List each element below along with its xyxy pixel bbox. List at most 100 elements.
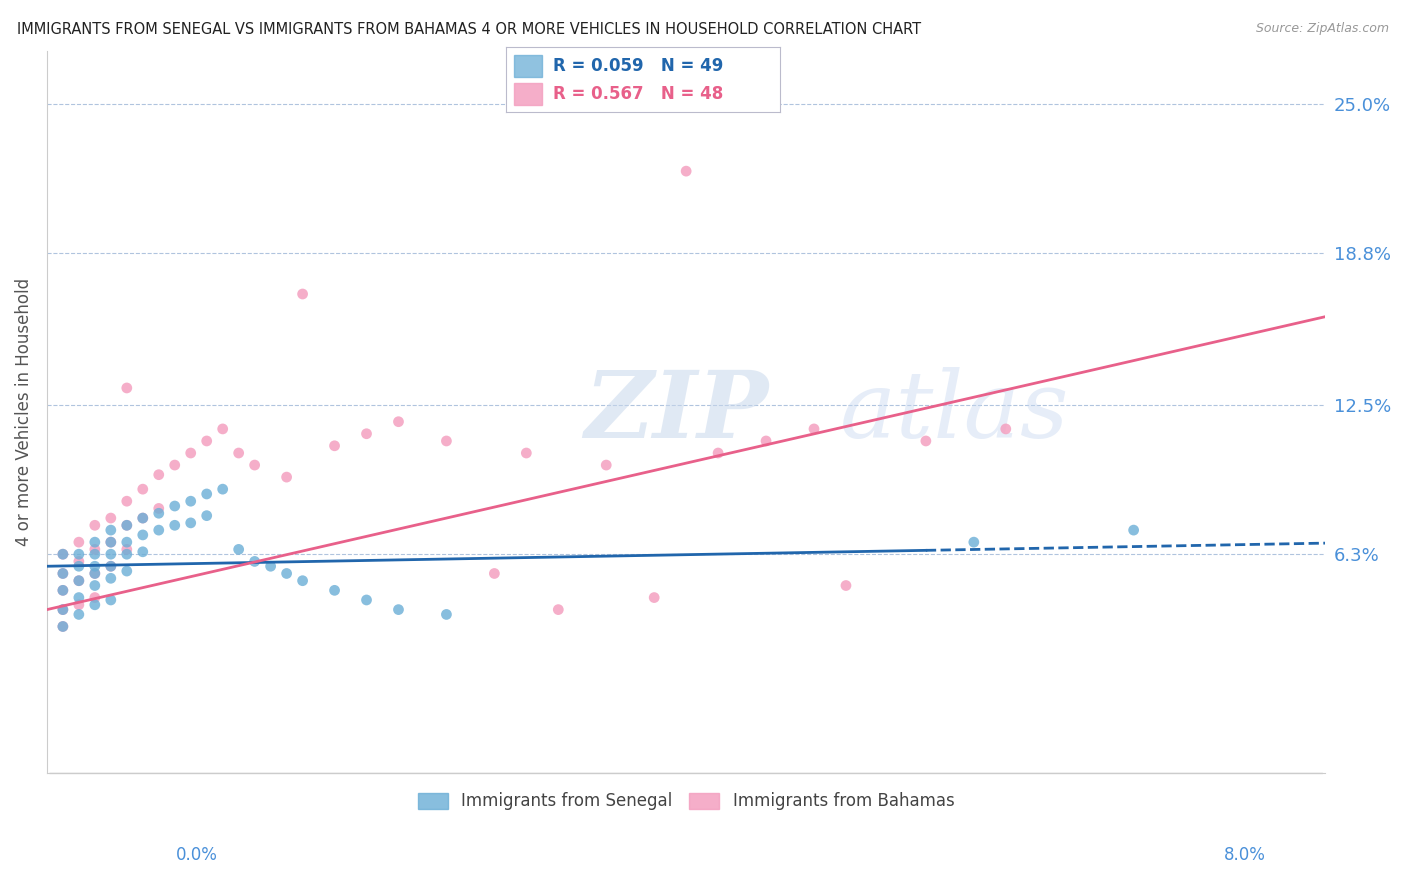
Point	[323, 583, 346, 598]
Point	[115, 535, 138, 549]
Point	[291, 287, 314, 301]
Point	[180, 516, 202, 530]
Point	[132, 482, 155, 496]
Point	[259, 559, 281, 574]
Point	[115, 518, 138, 533]
Point	[803, 422, 825, 436]
Point	[163, 518, 186, 533]
Point	[67, 607, 90, 622]
Text: IMMIGRANTS FROM SENEGAL VS IMMIGRANTS FROM BAHAMAS 4 OR MORE VEHICLES IN HOUSEHO: IMMIGRANTS FROM SENEGAL VS IMMIGRANTS FR…	[17, 22, 921, 37]
Point	[83, 578, 105, 592]
Point	[100, 559, 122, 574]
Point	[1122, 523, 1144, 537]
Point	[67, 554, 90, 568]
Point	[148, 467, 170, 482]
Y-axis label: 4 or more Vehicles in Household: 4 or more Vehicles in Household	[15, 278, 32, 546]
Point	[195, 487, 218, 501]
Point	[755, 434, 778, 448]
Point	[180, 446, 202, 460]
Point	[148, 506, 170, 520]
Point	[436, 607, 458, 622]
Point	[100, 535, 122, 549]
Point	[83, 542, 105, 557]
Point	[132, 511, 155, 525]
Point	[83, 559, 105, 574]
Point	[52, 566, 75, 581]
Text: 0.0%: 0.0%	[176, 846, 218, 863]
Text: 8.0%: 8.0%	[1223, 846, 1265, 863]
Point	[387, 602, 409, 616]
Point	[52, 619, 75, 633]
Point	[83, 566, 105, 581]
Point	[835, 578, 858, 592]
Point	[132, 528, 155, 542]
Point	[148, 501, 170, 516]
Point	[387, 415, 409, 429]
Point	[67, 598, 90, 612]
Point	[228, 446, 250, 460]
Point	[276, 566, 298, 581]
Point	[100, 535, 122, 549]
Point	[148, 523, 170, 537]
Point	[707, 446, 730, 460]
Point	[52, 547, 75, 561]
Point	[115, 547, 138, 561]
Point	[52, 566, 75, 581]
Point	[180, 494, 202, 508]
Point	[52, 547, 75, 561]
Point	[100, 523, 122, 537]
Text: atlas: atlas	[839, 368, 1069, 457]
Point	[115, 494, 138, 508]
Point	[100, 511, 122, 525]
Point	[67, 574, 90, 588]
Point	[52, 583, 75, 598]
Point	[83, 591, 105, 605]
Point	[643, 591, 665, 605]
Point	[115, 518, 138, 533]
Point	[100, 571, 122, 585]
Point	[163, 499, 186, 513]
Point	[83, 598, 105, 612]
Point	[52, 619, 75, 633]
Point	[323, 439, 346, 453]
Point	[291, 574, 314, 588]
Point	[115, 381, 138, 395]
Point	[100, 559, 122, 574]
Point	[228, 542, 250, 557]
Point	[83, 535, 105, 549]
Point	[132, 511, 155, 525]
Point	[67, 559, 90, 574]
Point	[994, 422, 1017, 436]
Point	[595, 458, 617, 472]
Text: Source: ZipAtlas.com: Source: ZipAtlas.com	[1256, 22, 1389, 36]
Point	[211, 482, 233, 496]
Text: R = 0.567   N = 48: R = 0.567 N = 48	[553, 85, 723, 103]
Bar	[515, 83, 541, 105]
Point	[675, 164, 697, 178]
Point	[67, 535, 90, 549]
Point	[132, 545, 155, 559]
Text: R = 0.059   N = 49: R = 0.059 N = 49	[553, 57, 723, 75]
Point	[243, 458, 266, 472]
Bar	[515, 55, 541, 77]
Point	[115, 542, 138, 557]
Point	[83, 566, 105, 581]
Point	[195, 434, 218, 448]
Point	[963, 535, 986, 549]
Point	[52, 583, 75, 598]
Point	[276, 470, 298, 484]
Point	[515, 446, 537, 460]
Point	[100, 547, 122, 561]
Point	[83, 518, 105, 533]
Legend: Immigrants from Senegal, Immigrants from Bahamas: Immigrants from Senegal, Immigrants from…	[412, 786, 960, 817]
Point	[484, 566, 506, 581]
Point	[436, 434, 458, 448]
Point	[915, 434, 938, 448]
Point	[195, 508, 218, 523]
Point	[67, 547, 90, 561]
Point	[67, 591, 90, 605]
Point	[163, 458, 186, 472]
Point	[211, 422, 233, 436]
Point	[356, 593, 378, 607]
Point	[52, 602, 75, 616]
